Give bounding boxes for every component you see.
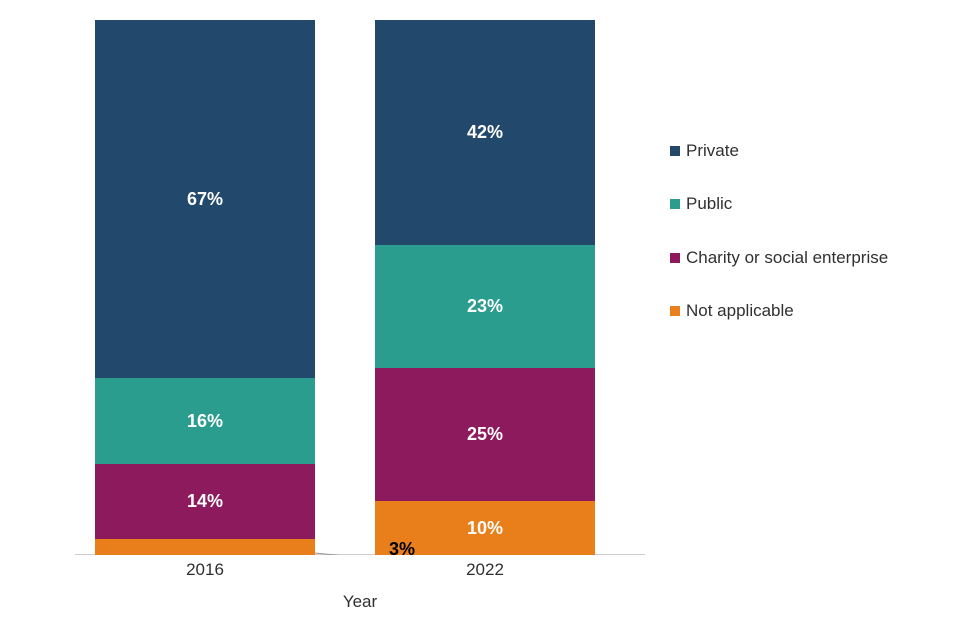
legend-label: Charity or social enterprise (686, 247, 888, 268)
legend-swatch (670, 306, 680, 316)
segment-label: 42% (467, 122, 503, 143)
segment-label: 14% (187, 491, 223, 512)
bar-2022: 42% 23% 25% 10% (375, 20, 595, 555)
segment-2016-public: 16% (95, 378, 315, 464)
legend-item-charity: Charity or social enterprise (670, 247, 920, 268)
segment-2022-public: 23% (375, 245, 595, 368)
bar-2016: 67% 16% 14% (95, 20, 315, 555)
legend-item-private: Private (670, 140, 920, 161)
legend-label: Public (686, 193, 732, 214)
segment-label: 23% (467, 296, 503, 317)
x-label-2016: 2016 (95, 560, 315, 580)
legend-label: Not applicable (686, 300, 794, 321)
legend-item-na: Not applicable (670, 300, 920, 321)
segment-2016-charity: 14% (95, 464, 315, 539)
stacked-bar-chart: 67% 16% 14% 42% 23% 25% 10% (0, 0, 960, 640)
plot-area: 67% 16% 14% 42% 23% 25% 10% (75, 20, 645, 555)
legend-item-public: Public (670, 193, 920, 214)
x-axis-title: Year (75, 592, 645, 612)
segment-2022-private: 42% (375, 20, 595, 245)
segment-label: 25% (467, 424, 503, 445)
segment-label: 10% (467, 518, 503, 539)
legend-swatch (670, 146, 680, 156)
segment-2016-na (95, 539, 315, 555)
legend-label: Private (686, 140, 739, 161)
x-axis-labels: 2016 2022 (75, 560, 645, 590)
segment-2016-private: 67% (95, 20, 315, 378)
callout-2016-na: 3% (389, 539, 415, 560)
legend-swatch (670, 199, 680, 209)
x-label-2022: 2022 (375, 560, 595, 580)
segment-label: 16% (187, 411, 223, 432)
segment-label: 67% (187, 189, 223, 210)
legend: Private Public Charity or social enterpr… (670, 140, 920, 321)
legend-swatch (670, 253, 680, 263)
segment-2022-charity: 25% (375, 368, 595, 502)
